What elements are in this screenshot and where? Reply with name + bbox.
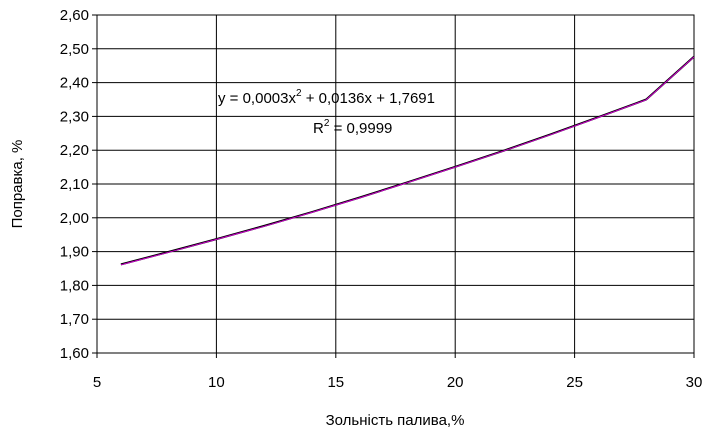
trendline-equation: y = 0,0003x2 + 0,0136x + 1,7691 [218, 88, 435, 107]
y-tick-label: 2,50 [60, 41, 89, 58]
x-tick-labels: 5 10 15 20 25 30 [93, 353, 703, 391]
equation-exponent: 2 [296, 88, 302, 99]
x-tick-label: 15 [327, 374, 344, 391]
y-tick-labels: 1,60 1,70 1,80 1,90 2,00 2,10 2,20 2,30 2,40 2,50… [60, 7, 97, 362]
series-lines [120, 55, 695, 266]
r2-value: = 0,9999 [329, 120, 392, 137]
x-tick-label: 30 [686, 374, 703, 391]
x-tick-label: 20 [447, 374, 464, 391]
r-squared-label: R2 = 0,9999 [313, 118, 392, 137]
y-tick-label: 1,60 [60, 345, 89, 362]
series-line-1 [120, 55, 695, 266]
y-tick-label: 1,90 [60, 244, 89, 261]
x-tick-label: 25 [566, 374, 583, 391]
y-tick-label: 2,00 [60, 210, 89, 227]
x-axis-title: Зольність палива,% [326, 412, 465, 429]
y-tick-label: 1,80 [60, 277, 89, 294]
equation-main: y = 0,0003x [218, 90, 296, 107]
grid-lines [96, 14, 695, 354]
r2-letter: R [313, 120, 324, 137]
r2-exponent: 2 [324, 118, 330, 129]
y-tick-label: 2,20 [60, 142, 89, 159]
equation-rest: + 0,0136x + 1,7691 [302, 90, 435, 107]
y-tick-label: 2,30 [60, 108, 89, 125]
y-tick-label: 2,40 [60, 75, 89, 92]
series-line-2 [120, 56, 695, 266]
y-axis-title: Поправка, % [9, 140, 26, 229]
y-tick-label: 2,60 [60, 7, 89, 24]
y-tick-label: 2,10 [60, 176, 89, 193]
x-tick-label: 5 [93, 374, 101, 391]
y-tick-label: 1,70 [60, 311, 89, 328]
x-tick-label: 10 [208, 374, 225, 391]
